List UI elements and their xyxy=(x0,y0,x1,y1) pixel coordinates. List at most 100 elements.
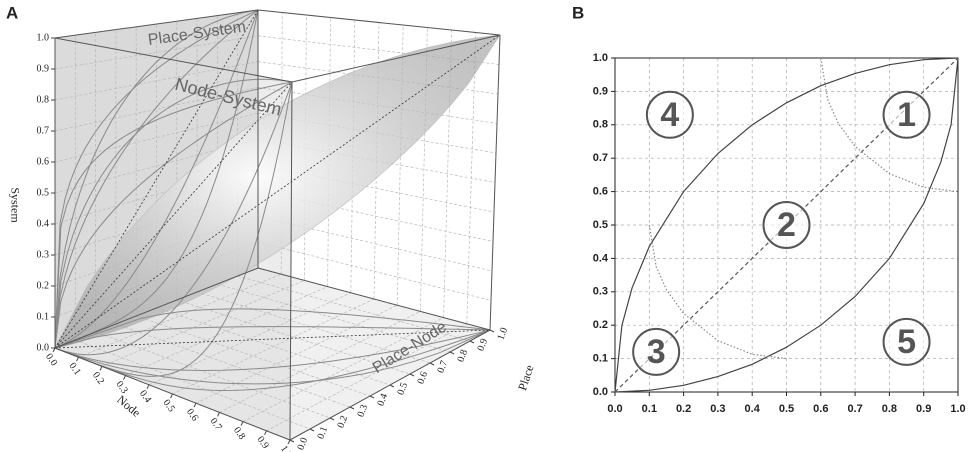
grid-line xyxy=(396,24,404,306)
y-tick-label: 0.0 xyxy=(593,386,608,398)
grid-line xyxy=(101,280,305,367)
annotation-circle xyxy=(632,327,681,376)
series-line xyxy=(614,57,959,393)
diagonal xyxy=(54,9,259,349)
annotation: 5 xyxy=(897,323,916,361)
z-tick-label: 0.9 xyxy=(37,63,50,74)
plane-curve xyxy=(54,9,259,349)
z-tick-label: 0.3 xyxy=(37,249,50,260)
tick-mark xyxy=(429,362,435,366)
x-tick-label: 0.2 xyxy=(676,403,691,415)
y-tick-label: 0.4 xyxy=(376,392,391,408)
tick-mark xyxy=(489,329,495,333)
tick-mark xyxy=(409,373,415,377)
x-tick-label: 0.4 xyxy=(745,403,761,415)
x-tick-label: 0.6 xyxy=(813,403,828,415)
z-tick-label: 0.7 xyxy=(37,125,50,136)
y-tick-label: 0.9 xyxy=(476,337,491,353)
x-tick-label: 0.1 xyxy=(642,403,657,415)
tick-mark xyxy=(329,417,335,421)
z-tick-label: 0.6 xyxy=(37,156,50,167)
y-tick-label: 0.2 xyxy=(593,319,608,331)
tick-mark xyxy=(99,366,103,371)
tick-mark xyxy=(264,430,267,436)
y-tick-label: 0.0 xyxy=(296,436,311,452)
plane-curve xyxy=(54,308,491,349)
x-tick-label: 0.8 xyxy=(231,425,247,442)
grid-line xyxy=(266,323,467,432)
cube-edge xyxy=(257,9,501,36)
y-tick-label: 0.2 xyxy=(336,414,351,430)
grid-line xyxy=(136,315,371,397)
y-tick-label: 0.1 xyxy=(316,425,331,441)
cube-edge xyxy=(54,267,259,349)
y-tick-label: 0.5 xyxy=(396,381,411,397)
annotation-circle xyxy=(882,90,931,139)
annotation: 4 xyxy=(660,96,679,134)
x-tick-label: 0.9 xyxy=(916,403,931,415)
plane-curve xyxy=(54,9,259,349)
diagonal xyxy=(54,34,501,349)
plane-curve xyxy=(54,329,491,372)
y-tick-label: 0.1 xyxy=(593,353,608,365)
tick-mark xyxy=(369,395,375,399)
cube-edge xyxy=(54,37,293,83)
tick-mark xyxy=(240,421,244,426)
tick-mark xyxy=(449,351,455,355)
y-tick-label: 0.3 xyxy=(593,286,608,298)
x-tick-label: 0.7 xyxy=(208,416,224,433)
series-line xyxy=(820,57,959,193)
x-tick-label: 0.2 xyxy=(90,370,106,387)
annotation-circle xyxy=(645,90,694,139)
tick-mark xyxy=(76,356,79,362)
plane-curve xyxy=(54,9,259,349)
x-tick-label: 0.5 xyxy=(779,403,794,415)
grid-line xyxy=(95,331,331,419)
z-tick-label: 0.4 xyxy=(37,218,50,229)
z-tick-label: 1.0 xyxy=(37,32,50,43)
tick-mark xyxy=(309,428,315,432)
x-tick-label: 0.3 xyxy=(710,403,725,415)
tick-mark xyxy=(52,347,56,353)
cube-edge xyxy=(489,34,501,331)
cube-edge xyxy=(289,81,293,441)
grid-line xyxy=(195,304,398,404)
z-tick-label: 0.1 xyxy=(37,311,50,322)
tick-mark xyxy=(289,439,295,443)
z-tick-label: 0.5 xyxy=(37,187,50,198)
plane-curve xyxy=(54,81,293,356)
tick-mark xyxy=(469,340,475,344)
tick-mark xyxy=(217,412,220,417)
z-tick-label: 0.0 xyxy=(37,342,50,353)
annotation: 3 xyxy=(647,333,666,371)
tick-mark xyxy=(170,393,173,399)
grid-line xyxy=(176,299,411,375)
tick-mark xyxy=(287,439,291,445)
x-tick-label: 1.0 xyxy=(278,444,294,452)
y-tick-label: 1.0 xyxy=(496,326,511,342)
panel-label: A xyxy=(6,3,18,22)
x-tick-label: 0.4 xyxy=(137,388,153,405)
cube-edge xyxy=(257,267,491,331)
grid-line xyxy=(54,61,259,101)
cube-edge xyxy=(291,34,501,83)
diagonal xyxy=(54,81,293,349)
annotation: 1 xyxy=(897,96,916,134)
x-tick-label: 0.0 xyxy=(43,352,59,369)
grid-line xyxy=(242,317,444,422)
plane-curve xyxy=(54,9,259,349)
y-tick-label: 0.8 xyxy=(456,348,471,364)
tick-mark xyxy=(146,384,150,390)
tick-mark xyxy=(123,375,126,380)
x-tick-label: 0.5 xyxy=(161,398,177,415)
grid-line xyxy=(443,29,452,318)
grid-line xyxy=(217,283,451,353)
y-tick-label: 0.5 xyxy=(593,219,608,231)
y-tick-label: 0.6 xyxy=(416,370,431,386)
plane-curve xyxy=(54,81,293,349)
x-tick-label: 1.0 xyxy=(950,403,965,415)
cube-edge xyxy=(54,9,259,39)
grid-line xyxy=(466,32,477,324)
x-tick-label: 0.6 xyxy=(184,407,200,424)
